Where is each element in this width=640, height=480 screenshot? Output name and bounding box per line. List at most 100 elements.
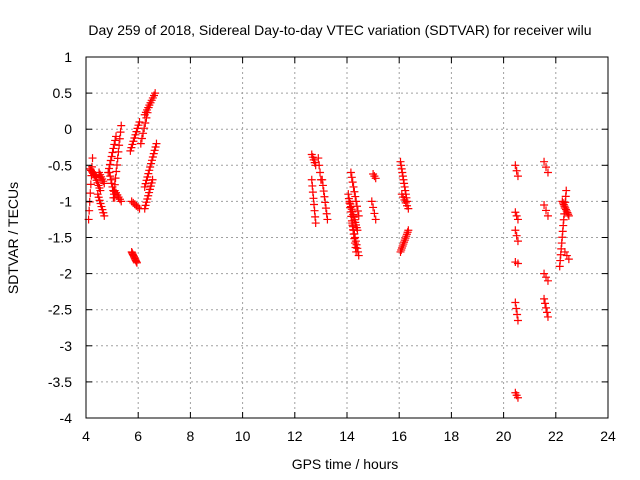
data-point	[512, 211, 521, 220]
data-point	[316, 168, 325, 177]
data-point	[117, 121, 126, 130]
data-point	[311, 219, 320, 228]
data-point	[111, 136, 120, 145]
data-point	[354, 251, 363, 260]
x-tick-label: 10	[235, 428, 251, 444]
data-point	[540, 269, 549, 278]
data-point	[88, 154, 97, 163]
data-point	[564, 255, 573, 264]
y-tick-label: -2	[60, 266, 73, 282]
data-point	[512, 304, 521, 313]
data-point	[542, 206, 551, 215]
data-point	[314, 154, 323, 163]
data-point	[350, 229, 359, 238]
data-point	[542, 163, 551, 172]
data-point	[562, 251, 571, 260]
data-point	[542, 303, 551, 312]
data-point	[112, 167, 121, 176]
data-point	[348, 178, 357, 187]
data-point	[542, 308, 551, 317]
data-point	[513, 316, 522, 325]
data-point	[348, 222, 357, 231]
data-point	[403, 228, 412, 237]
data-point	[399, 240, 408, 249]
data-point	[112, 160, 121, 169]
data-point	[318, 181, 327, 190]
data-point	[115, 134, 124, 143]
data-point	[353, 207, 362, 216]
data-point	[117, 197, 126, 206]
y-axis-label: SDTVAR / TECUs	[5, 182, 21, 294]
data-point	[100, 179, 109, 188]
data-point	[402, 232, 411, 241]
data-point	[349, 182, 358, 191]
y-tick-label: -1.5	[48, 230, 72, 246]
y-tick-label: 0	[64, 121, 72, 137]
data-point	[147, 159, 156, 168]
data-point	[147, 156, 156, 165]
data-point	[151, 142, 160, 151]
data-point	[149, 149, 158, 158]
data-point	[344, 190, 353, 199]
data-point	[322, 209, 331, 218]
data-point	[351, 233, 360, 242]
data-point	[511, 226, 520, 235]
data-point	[398, 242, 407, 251]
data-point	[100, 211, 109, 220]
y-tick-label: -3	[60, 338, 73, 354]
data-point	[349, 226, 358, 235]
data-point	[400, 236, 409, 245]
data-point	[564, 210, 573, 219]
data-point	[513, 310, 522, 319]
data-point	[513, 393, 522, 402]
x-tick-label: 22	[548, 428, 564, 444]
data-point	[511, 208, 520, 217]
data-point	[513, 259, 522, 268]
data-point	[133, 203, 142, 212]
data-point	[139, 129, 148, 138]
x-axis-ticks: 4 6 8 10 12 14 16 18 20 22 24	[82, 57, 616, 444]
data-point	[353, 202, 362, 211]
data-point	[86, 180, 95, 189]
x-tick-label: 18	[444, 428, 460, 444]
data-point	[152, 139, 161, 148]
y-tick-label: 0.5	[53, 85, 73, 101]
chart-title: Day 259 of 2018, Sidereal Day-to-day VTE…	[88, 22, 591, 38]
data-point	[86, 189, 95, 198]
data-point	[371, 215, 380, 224]
data-point	[350, 187, 359, 196]
data-point	[369, 203, 378, 212]
data-point	[85, 197, 94, 206]
data-point	[110, 140, 119, 149]
data-point	[106, 172, 115, 181]
data-point	[513, 172, 522, 181]
x-tick-label: 4	[82, 428, 90, 444]
data-point	[140, 182, 149, 191]
data-point	[347, 173, 356, 182]
data-point	[135, 117, 144, 126]
data-point	[108, 148, 117, 157]
data-point	[321, 204, 330, 213]
data-point	[151, 89, 160, 98]
data-point	[143, 172, 152, 181]
y-axis-ticks: 1 0.5 0 -0.5 -1 -1.5 -2 -2.5 -3 -3.5 -4	[48, 49, 608, 426]
data-point	[543, 312, 552, 321]
data-point	[105, 168, 114, 177]
data-point	[148, 152, 157, 161]
data-point	[397, 244, 406, 253]
data-point	[511, 161, 520, 170]
grid-lines	[86, 57, 608, 418]
data-point	[318, 175, 327, 184]
y-tick-label: -1	[60, 193, 73, 209]
data-point	[542, 273, 551, 282]
data-point	[105, 160, 114, 169]
data-point	[397, 245, 406, 254]
data-point	[140, 124, 149, 133]
data-point	[145, 166, 154, 175]
x-tick-label: 8	[187, 428, 195, 444]
x-tick-label: 20	[496, 428, 512, 444]
data-point	[109, 144, 118, 153]
data-point	[106, 175, 115, 184]
data-point	[141, 179, 150, 188]
